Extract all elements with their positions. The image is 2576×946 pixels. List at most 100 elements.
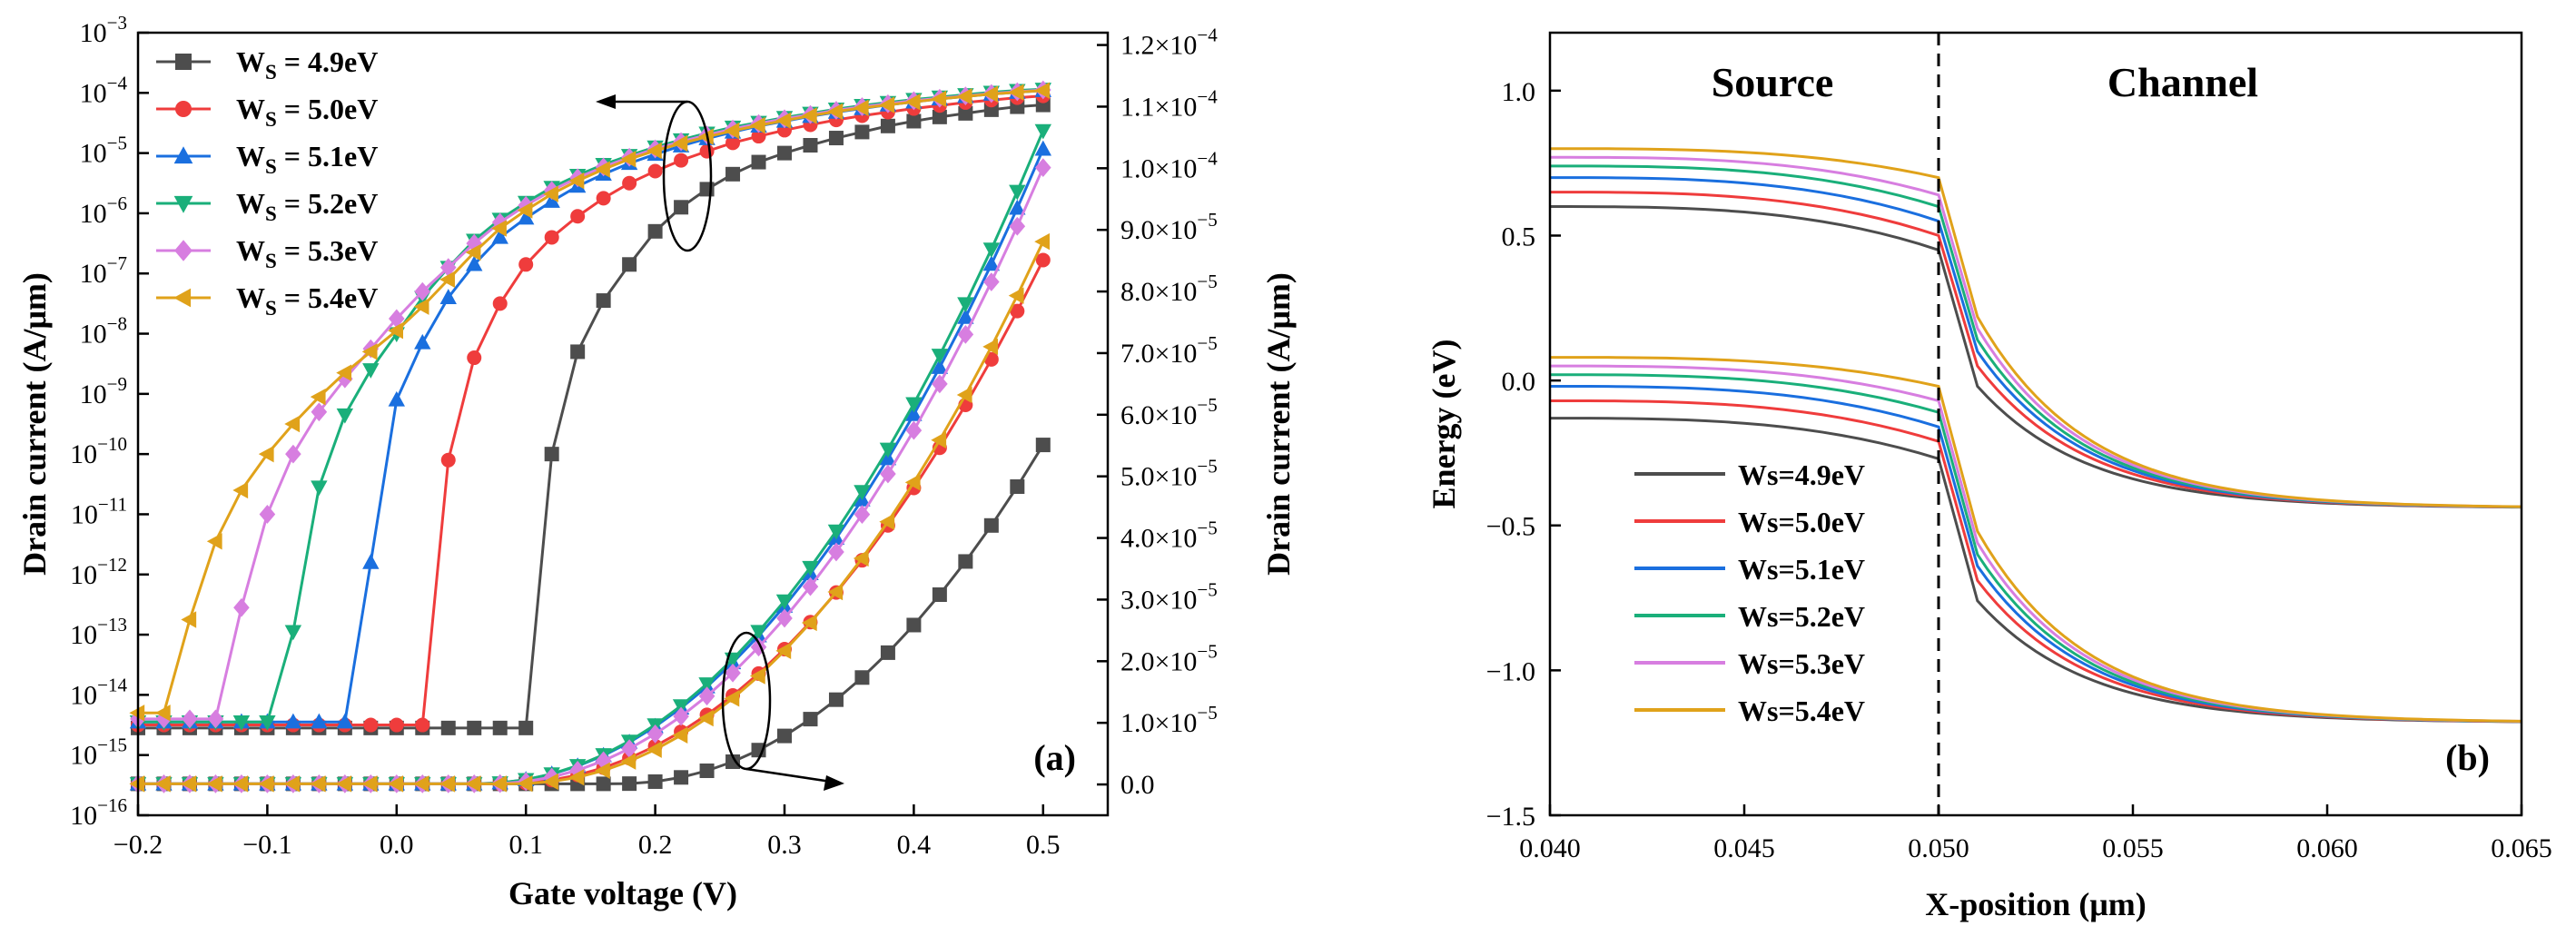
- data-point: [828, 131, 844, 146]
- data-point: [775, 112, 792, 130]
- legend-entry: WS = 5.4eV: [236, 281, 378, 320]
- y-right-tick-exponent: −5: [1197, 332, 1217, 354]
- legend-marker: [173, 146, 193, 164]
- y-right-tick-times: ×10: [1155, 31, 1198, 61]
- y-right-tick-mantissa: 9.0: [1120, 215, 1155, 245]
- data-point: [466, 233, 483, 253]
- y-tick-base: 10: [80, 78, 107, 108]
- legend-symbol: W: [236, 234, 265, 267]
- data-point: [854, 485, 871, 501]
- y-tick-exponent: −3: [107, 12, 127, 34]
- y-right-tick-label: 7.0×10−5: [1120, 332, 1218, 369]
- data-point: [620, 753, 637, 770]
- y-right-tick-times: ×10: [1155, 153, 1198, 183]
- y-right-tick-label: 2.0×10−5: [1120, 640, 1218, 676]
- data-point: [543, 773, 558, 791]
- data-point: [725, 166, 741, 182]
- conduction-band-line: [1549, 191, 2522, 509]
- data-point: [414, 333, 431, 350]
- y-tick-label: 10−8: [80, 313, 127, 350]
- data-point: [389, 309, 405, 329]
- data-point: [311, 402, 328, 422]
- x-tick-label: 0.4: [897, 830, 932, 860]
- y-right-tick-mantissa: 1.2: [1120, 31, 1155, 61]
- series-linear-line: [138, 148, 1045, 785]
- data-point: [646, 724, 664, 744]
- conduction-band-line: [1549, 176, 2522, 508]
- data-point: [802, 560, 819, 576]
- data-point: [931, 349, 949, 364]
- data-point: [982, 338, 999, 356]
- y-tick-base: 10: [70, 741, 97, 771]
- y-tick-label: 10−6: [80, 192, 127, 229]
- data-point: [207, 709, 224, 729]
- chart-b-panel-label: (b): [2445, 737, 2490, 778]
- data-point: [827, 524, 845, 540]
- legend-entry: Ws=5.4eV: [1738, 695, 1865, 727]
- y-right-tick-label: 1.0×10−4: [1120, 147, 1218, 183]
- data-point: [904, 94, 921, 111]
- data-point: [699, 763, 715, 778]
- data-point: [465, 775, 481, 793]
- legend-entry: WS = 5.0eV: [236, 93, 378, 131]
- legend-value: = 5.4eV: [277, 281, 379, 314]
- chart-a-linear-series: [129, 123, 1051, 793]
- data-point: [413, 298, 429, 315]
- data-point: [674, 770, 689, 785]
- legend-entry: Ws=5.3eV: [1738, 647, 1865, 680]
- chart-b-region-channel: Channel: [2107, 59, 2258, 105]
- data-point: [1008, 84, 1024, 101]
- data-point: [570, 344, 586, 360]
- data-point: [232, 715, 251, 731]
- chart-a-xlabel: Gate voltage (V): [508, 875, 737, 912]
- y-right-tick-times: ×10: [1155, 277, 1198, 307]
- data-point: [361, 343, 378, 360]
- conduction-band-line: [1549, 164, 2522, 508]
- data-point: [905, 405, 923, 421]
- legend-entry: Ws=5.2eV: [1738, 600, 1865, 633]
- data-point: [1035, 252, 1051, 268]
- data-point: [880, 464, 896, 484]
- y-right-tick-times: ×10: [1155, 524, 1198, 554]
- x-tick-label: 0.065: [2491, 833, 2552, 863]
- data-point: [439, 271, 455, 289]
- data-point: [361, 775, 378, 793]
- y-tick-label: 10−11: [71, 493, 127, 529]
- data-point: [388, 775, 403, 793]
- data-point: [672, 134, 688, 153]
- y-tick-exponent: −8: [107, 313, 127, 335]
- y-right-tick-mantissa: 0.0: [1120, 770, 1155, 800]
- legend-entry: Ws=5.0eV: [1738, 506, 1865, 538]
- data-point: [646, 741, 662, 758]
- legend-subscript: S: [265, 250, 277, 272]
- data-point: [284, 775, 301, 793]
- data-point: [647, 223, 663, 239]
- y-right-tick-exponent: −5: [1197, 271, 1217, 292]
- data-point: [699, 182, 715, 197]
- chart-b-region-source: Source: [1712, 59, 1834, 105]
- data-point: [154, 775, 171, 793]
- y-tick-exponent: −9: [107, 373, 127, 395]
- data-point: [543, 185, 558, 202]
- data-point: [1034, 82, 1050, 99]
- y-tick-label: 10−14: [70, 674, 127, 710]
- y-right-tick-exponent: −5: [1197, 640, 1217, 662]
- data-point: [777, 728, 792, 744]
- data-point: [1034, 140, 1051, 156]
- chart-b-series: [1549, 147, 2522, 724]
- data-point: [647, 163, 663, 179]
- data-point: [440, 720, 456, 735]
- data-point: [931, 90, 947, 108]
- y-right-tick-times: ×10: [1155, 215, 1198, 245]
- data-point: [983, 272, 1000, 291]
- data-point: [284, 713, 302, 729]
- y-tick-exponent: −5: [107, 133, 127, 154]
- x-tick-label: 0.040: [1519, 833, 1581, 863]
- data-point: [363, 717, 379, 733]
- data-point: [853, 549, 869, 567]
- data-point: [491, 220, 507, 237]
- data-point: [543, 192, 560, 208]
- data-point: [853, 99, 869, 117]
- data-point: [517, 774, 533, 793]
- y-right-tick-times: ×10: [1155, 585, 1198, 615]
